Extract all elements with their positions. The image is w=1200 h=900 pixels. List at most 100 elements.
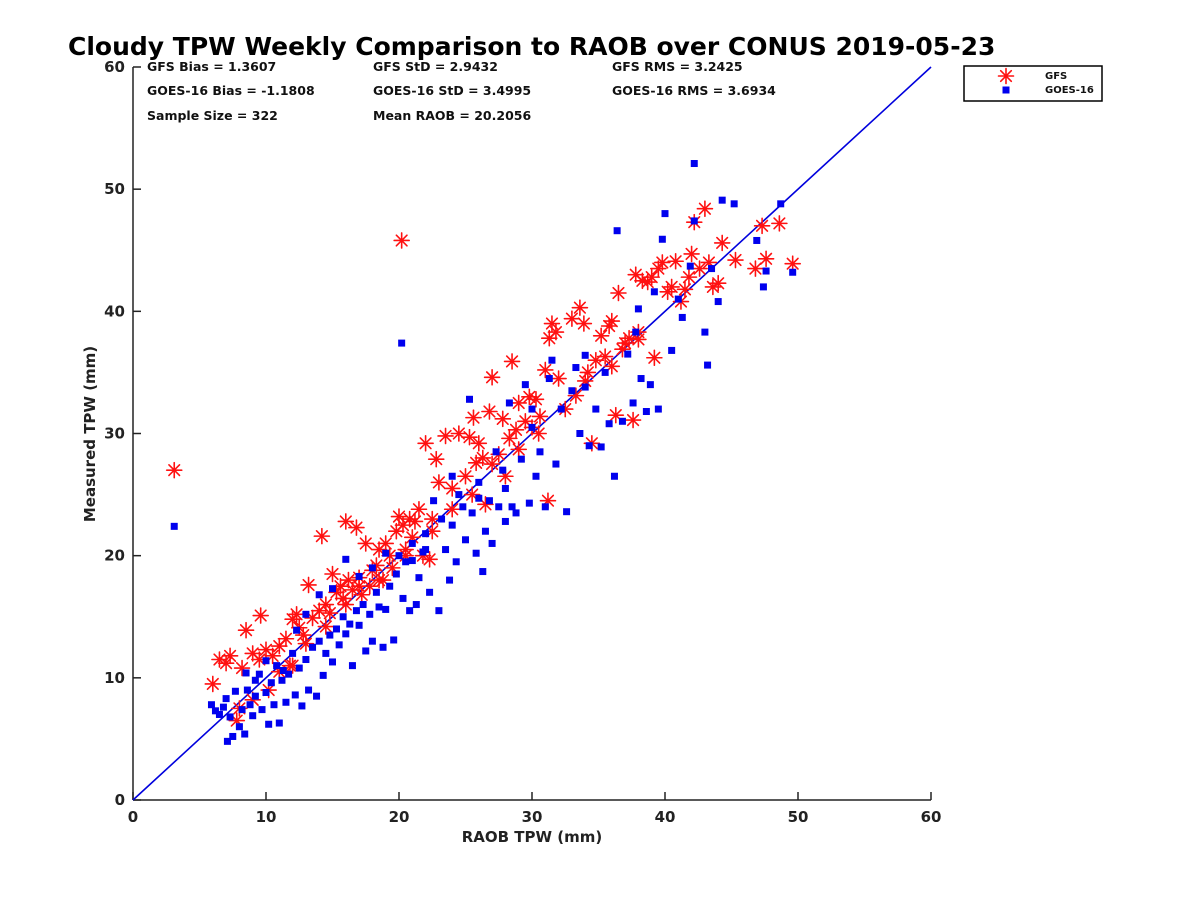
goes16-point	[528, 405, 536, 413]
goes16-point	[718, 196, 726, 204]
goes16-point	[242, 669, 250, 677]
goes16-point	[492, 448, 500, 456]
gfs-point	[540, 329, 558, 347]
gfs-point	[530, 425, 547, 442]
legend-goes16-label: GOES-16	[1045, 85, 1094, 96]
goes16-point	[207, 701, 215, 709]
goes16-point	[452, 558, 460, 566]
goes16-point	[222, 695, 230, 703]
goes16-point	[468, 509, 476, 517]
goes16-point	[597, 443, 605, 451]
goes16-point	[408, 539, 416, 547]
gfs-point	[550, 370, 567, 387]
gfs-point	[784, 255, 801, 272]
legend: GFS GOES-16	[963, 65, 1103, 102]
goes16-point	[270, 701, 278, 709]
gfs-point	[501, 430, 518, 447]
goes16-point	[422, 546, 430, 554]
goes16-point	[426, 588, 434, 596]
goes16-point	[399, 594, 407, 602]
gfs-point	[747, 260, 764, 277]
goes16-point	[465, 395, 473, 403]
goes16-point	[475, 494, 483, 502]
gfs-point	[370, 571, 388, 589]
goes16-point	[430, 497, 438, 505]
gfs-point	[667, 252, 684, 270]
series-goes16	[170, 160, 797, 745]
goes16-point	[472, 549, 480, 557]
gfs-point	[643, 268, 661, 286]
gfs-point	[437, 427, 454, 445]
goes16-point	[475, 478, 483, 486]
stat-gfs-bias: GFS Bias = 1.3607	[147, 59, 276, 74]
gfs-point	[683, 245, 700, 263]
gfs-point	[571, 299, 589, 316]
x-tick-label: 50	[788, 808, 809, 826]
goes16-point	[517, 455, 525, 463]
gfs-point	[727, 251, 744, 269]
y-tick-label: 40	[104, 302, 125, 320]
goes16-point	[235, 723, 243, 731]
gfs-point	[165, 461, 183, 479]
gfs-point	[624, 411, 642, 429]
goes16-point	[605, 420, 613, 428]
goes16-point	[637, 375, 645, 383]
goes16-point	[548, 356, 556, 364]
goes16-point	[406, 607, 414, 615]
goes16-point	[585, 442, 593, 450]
stat-mean-raob: Mean RAOB = 20.2056	[373, 108, 531, 123]
goes16-point	[362, 647, 370, 655]
gfs-point	[753, 217, 771, 235]
gfs-point	[443, 500, 461, 518]
y-tick-label: 60	[104, 58, 125, 76]
stat-gfs-rms: GFS RMS = 3.2425	[612, 59, 743, 74]
goes16-point	[674, 295, 682, 303]
y-tick-label: 0	[115, 791, 125, 809]
goes16-point	[610, 472, 618, 480]
statistics-block: GFS Bias = 1.3607 GFS StD = 2.9432 GFS R…	[147, 59, 776, 123]
gfs-point	[510, 394, 528, 412]
axes: 0 10 20 30 40 50 60 0 10 20 30 40 50 60	[104, 58, 941, 826]
goes16-point	[302, 610, 310, 618]
gfs-point	[348, 519, 365, 536]
goes16-point	[226, 713, 234, 721]
goes16-point	[536, 448, 544, 456]
goes16-point	[505, 399, 513, 407]
gfs-point	[237, 621, 255, 639]
goes16-point	[267, 679, 275, 687]
goes16-point	[368, 637, 376, 645]
gfs-point	[313, 527, 331, 545]
goes16-point	[701, 328, 709, 336]
gfs-point	[713, 234, 731, 252]
goes16-point	[532, 472, 540, 480]
goes16-point	[282, 698, 290, 706]
goes16-point	[329, 585, 336, 593]
goes16-point	[298, 702, 306, 710]
chart-title: Cloudy TPW Weekly Comparison to RAOB ove…	[68, 32, 995, 61]
goes16-point	[650, 288, 658, 296]
goes16-point	[545, 375, 553, 383]
gfs-point	[417, 434, 434, 452]
gfs-point	[494, 410, 512, 428]
goes16-point	[375, 603, 383, 611]
gfs-point	[461, 428, 478, 446]
gfs-point	[691, 260, 708, 277]
goes16-point	[581, 351, 589, 359]
stat-goes16-std: GOES-16 StD = 3.4995	[373, 83, 531, 98]
goes16-point	[521, 381, 529, 389]
goes16-point	[592, 405, 600, 413]
gfs-point	[527, 390, 545, 408]
goes16-point	[581, 383, 589, 391]
x-tick-label: 60	[921, 808, 942, 826]
goes16-point	[302, 656, 310, 664]
goes16-point	[251, 676, 259, 684]
goes16-point	[563, 508, 571, 516]
goes16-point	[730, 200, 738, 208]
goes16-point	[219, 703, 227, 711]
goes16-point	[255, 670, 263, 678]
goes16-point	[241, 730, 249, 738]
gfs-point	[547, 323, 565, 341]
goes16-point	[448, 521, 456, 529]
goes16-point	[246, 701, 254, 709]
goes16-point	[355, 572, 363, 580]
